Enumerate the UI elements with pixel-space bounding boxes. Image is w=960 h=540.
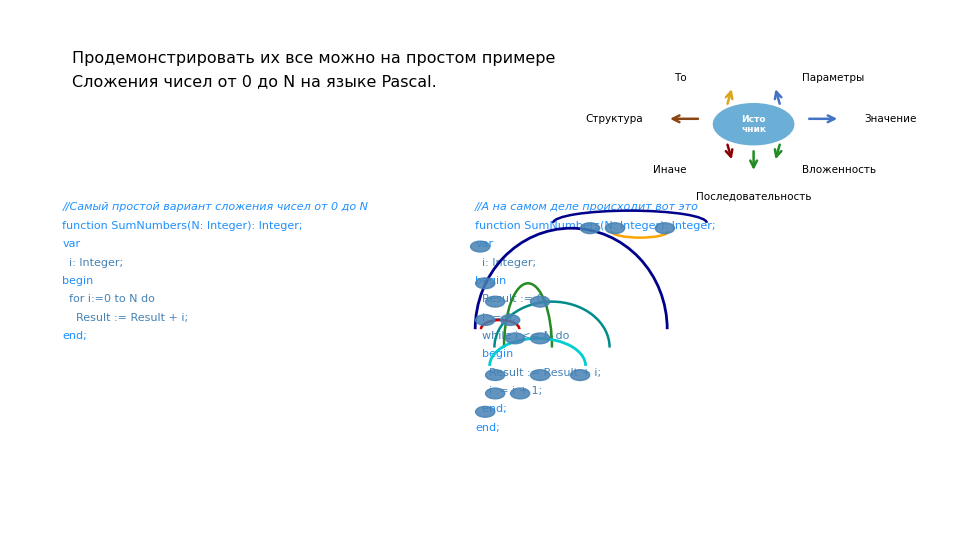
Text: for i:=0 to N do: for i:=0 to N do: [62, 294, 156, 305]
Text: end;: end;: [475, 404, 507, 415]
Text: i: Integer;: i: Integer;: [62, 258, 124, 268]
Text: Продемонстрировать их все можно на простом примере: Продемонстрировать их все можно на прост…: [72, 51, 556, 66]
Text: Result := Result + i;: Result := Result + i;: [475, 368, 601, 378]
Text: end;: end;: [475, 423, 500, 433]
Text: begin: begin: [475, 276, 507, 286]
Text: Параметры: Параметры: [802, 73, 864, 83]
Text: //Самый простой вариант сложения чисел от 0 до N: //Самый простой вариант сложения чисел о…: [62, 202, 369, 213]
Text: Структура: Структура: [586, 114, 643, 124]
Circle shape: [500, 315, 519, 326]
Text: Result := Result + i;: Result := Result + i;: [62, 313, 188, 323]
Text: Result := 0;: Result := 0;: [475, 294, 547, 305]
Circle shape: [531, 370, 550, 381]
Ellipse shape: [713, 104, 794, 145]
Text: //А на самом деле происходит вот это: //А на самом деле происходит вот это: [475, 202, 699, 213]
Text: end;: end;: [62, 331, 87, 341]
Text: i: Integer;: i: Integer;: [475, 258, 537, 268]
Circle shape: [531, 296, 550, 307]
Circle shape: [470, 241, 490, 252]
Circle shape: [656, 223, 675, 234]
Circle shape: [531, 333, 550, 344]
Text: function SumNumbers(N: Integer): Integer;: function SumNumbers(N: Integer): Integer…: [62, 221, 303, 231]
Circle shape: [475, 278, 494, 289]
Text: function SumNumbers(N: Integer): Integer;: function SumNumbers(N: Integer): Integer…: [475, 221, 716, 231]
Text: Иначе: Иначе: [653, 165, 686, 175]
Circle shape: [570, 370, 589, 381]
Text: while i <= N do: while i <= N do: [475, 331, 569, 341]
Circle shape: [475, 315, 494, 326]
Text: i := i + 1;: i := i + 1;: [475, 386, 542, 396]
Text: Значение: Значение: [864, 114, 917, 124]
Text: Последовательность: Последовательность: [696, 192, 811, 202]
Text: var: var: [475, 239, 493, 249]
Circle shape: [486, 388, 505, 399]
Circle shape: [486, 296, 505, 307]
Circle shape: [486, 370, 505, 381]
Circle shape: [506, 333, 525, 344]
Text: begin: begin: [62, 276, 94, 286]
Text: Вложенность: Вложенность: [802, 165, 876, 175]
Circle shape: [475, 407, 494, 417]
Text: Сложения чисел от 0 до N на языке Pascal.: Сложения чисел от 0 до N на языке Pascal…: [72, 75, 437, 90]
Text: Исто
чник: Исто чник: [741, 114, 766, 134]
Text: То: То: [674, 73, 686, 83]
Text: var: var: [62, 239, 81, 249]
Text: begin: begin: [475, 349, 514, 360]
Text: i := 0;: i := 0;: [475, 313, 516, 323]
Circle shape: [511, 388, 530, 399]
Circle shape: [606, 223, 625, 234]
Circle shape: [581, 223, 600, 234]
